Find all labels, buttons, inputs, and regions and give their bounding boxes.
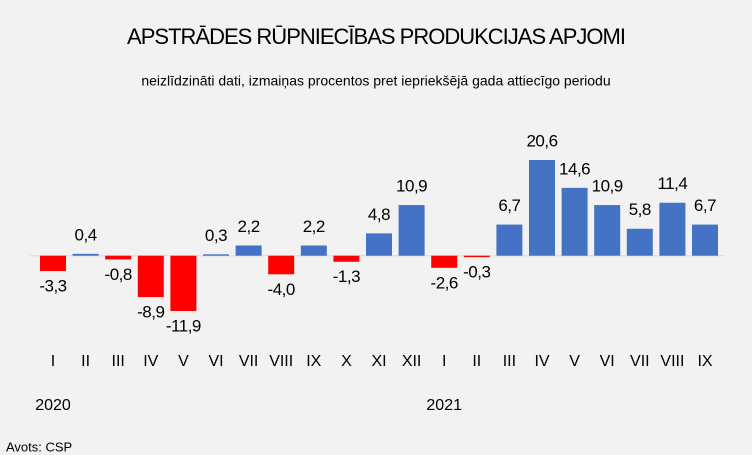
data-label: 4,8 bbox=[368, 205, 390, 224]
chart-title: APSTRĀDES RŪPNIECĪBAS PRODUKCIJAS APJOMI bbox=[127, 24, 625, 49]
data-label: -11,9 bbox=[166, 316, 201, 335]
year-label: 2020 bbox=[35, 397, 71, 414]
bar bbox=[40, 255, 66, 272]
x-tick-label: VI bbox=[208, 353, 223, 370]
source: Avots: CSP bbox=[6, 439, 72, 454]
data-label: 0,4 bbox=[75, 225, 97, 244]
x-tick-label: X bbox=[341, 353, 352, 370]
data-label: -8,9 bbox=[137, 303, 164, 322]
x-tick-label: VII bbox=[239, 353, 259, 370]
x-tick-label: I bbox=[442, 353, 446, 370]
x-tick-label: I bbox=[51, 353, 55, 370]
x-tick-label: II bbox=[472, 353, 481, 370]
data-label: 0,3 bbox=[205, 226, 227, 245]
year-label: 2021 bbox=[426, 397, 462, 414]
data-label: 14,6 bbox=[559, 159, 590, 178]
x-tick-label: III bbox=[503, 353, 516, 370]
data-label: 6,7 bbox=[498, 196, 520, 215]
x-tick-label: IV bbox=[534, 353, 549, 370]
x-tick-label: XII bbox=[402, 353, 422, 370]
x-tick-label: V bbox=[569, 353, 580, 370]
x-tick-label: VII bbox=[630, 353, 650, 370]
x-tick-label: III bbox=[112, 353, 125, 370]
bar bbox=[300, 245, 327, 256]
bar bbox=[137, 255, 164, 298]
bar bbox=[659, 202, 686, 256]
data-label: -4,0 bbox=[268, 280, 295, 299]
bar bbox=[72, 253, 99, 256]
data-label: 10,9 bbox=[592, 177, 623, 196]
bar bbox=[431, 255, 458, 268]
x-tick-label: VI bbox=[600, 353, 615, 370]
bar bbox=[594, 205, 621, 256]
bar bbox=[561, 187, 588, 256]
bar bbox=[235, 245, 262, 256]
x-tick-label: IX bbox=[697, 353, 712, 370]
data-label: 11,4 bbox=[657, 174, 687, 193]
data-label: -3,3 bbox=[39, 277, 66, 296]
x-tick-label: II bbox=[81, 353, 90, 370]
x-tick-label: V bbox=[178, 353, 189, 370]
x-tick-label: XI bbox=[371, 353, 386, 370]
x-tick-label: VIII bbox=[660, 353, 684, 370]
bar bbox=[105, 255, 132, 260]
chart-subtitle: neizlīdzināti dati, izmaiņas procentos p… bbox=[141, 73, 610, 89]
x-tick-label: IV bbox=[143, 353, 158, 370]
data-label: -2,6 bbox=[431, 273, 458, 292]
bar bbox=[398, 205, 425, 256]
bar bbox=[496, 224, 523, 256]
data-label: 5,8 bbox=[629, 200, 651, 219]
data-label: -0,3 bbox=[463, 263, 490, 282]
bar bbox=[170, 255, 197, 311]
bar bbox=[268, 255, 295, 275]
bar bbox=[626, 228, 653, 256]
data-label: 2,2 bbox=[238, 217, 260, 236]
data-label: 2,2 bbox=[303, 217, 325, 236]
bar bbox=[366, 233, 392, 256]
bar bbox=[333, 255, 360, 262]
data-label: -1,3 bbox=[333, 267, 360, 286]
bar bbox=[203, 254, 229, 256]
x-tick-label: IX bbox=[306, 353, 321, 370]
bar bbox=[463, 255, 490, 258]
bar bbox=[692, 224, 718, 256]
data-label: 6,7 bbox=[694, 196, 716, 215]
data-label: 20,6 bbox=[526, 131, 557, 150]
bar bbox=[529, 160, 555, 256]
data-label: 10,9 bbox=[396, 177, 427, 196]
x-tick-label: VIII bbox=[269, 353, 293, 370]
data-label: -0,8 bbox=[105, 265, 132, 284]
